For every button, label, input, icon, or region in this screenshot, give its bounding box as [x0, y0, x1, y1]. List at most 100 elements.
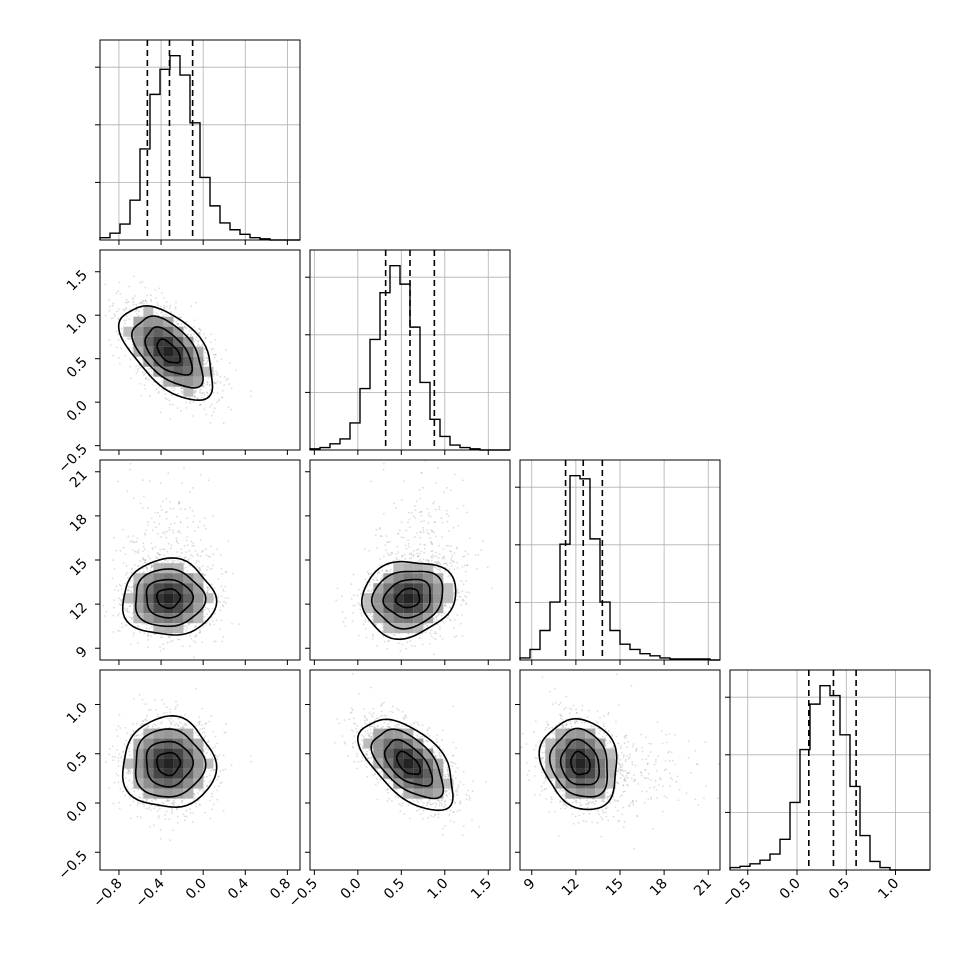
sample-point — [136, 815, 139, 818]
sample-point — [170, 311, 172, 314]
sample-point — [212, 391, 215, 394]
sample-point — [136, 369, 139, 372]
sample-point — [128, 585, 131, 588]
sample-point — [165, 305, 168, 308]
sample-point — [141, 301, 143, 304]
sample-point — [213, 407, 216, 410]
sample-point — [172, 507, 175, 510]
sample-point — [119, 549, 122, 552]
sample-point — [404, 544, 407, 547]
sample-point — [109, 344, 112, 347]
sample-point — [352, 612, 354, 614]
sample-point — [189, 402, 192, 405]
sample-point — [214, 353, 217, 356]
sample-point — [137, 788, 140, 791]
scatter-panel-0-3 — [95, 669, 301, 875]
sample-point — [117, 333, 119, 335]
sample-point — [168, 558, 171, 561]
sample-point — [205, 413, 208, 416]
sample-point — [417, 555, 420, 557]
sample-point — [185, 539, 188, 542]
sample-point — [199, 630, 202, 633]
sample-point — [228, 383, 230, 386]
sample-point — [213, 382, 216, 384]
sample-point — [207, 359, 210, 362]
sample-point — [105, 611, 108, 613]
sample-point — [135, 305, 138, 308]
sample-point — [422, 486, 424, 489]
sample-point — [461, 614, 464, 616]
sample-point — [171, 394, 174, 396]
sample-point — [104, 283, 107, 286]
sample-point — [381, 630, 384, 633]
sample-point — [404, 557, 407, 560]
sample-point — [160, 505, 162, 508]
sample-point — [149, 367, 152, 370]
sample-point — [203, 356, 206, 359]
panel-frame — [99, 39, 301, 241]
sample-point — [138, 549, 140, 551]
sample-point — [422, 529, 425, 532]
sample-point — [168, 636, 171, 639]
sample-point — [194, 391, 197, 394]
sample-point — [429, 540, 432, 543]
sample-point — [455, 635, 458, 637]
sample-point — [113, 568, 116, 570]
sample-point — [102, 604, 105, 607]
density-cell — [443, 593, 454, 604]
sample-point — [463, 599, 465, 602]
sample-point — [212, 553, 215, 556]
sample-point — [207, 566, 209, 568]
sample-point — [463, 564, 466, 567]
density-cell — [163, 346, 174, 357]
sample-point — [351, 620, 354, 622]
density-cell — [153, 356, 164, 367]
sample-point — [173, 560, 176, 562]
sample-point — [151, 547, 154, 550]
sample-point — [150, 370, 153, 372]
density-cell — [123, 593, 134, 604]
sample-point — [335, 599, 338, 602]
sample-point — [423, 551, 426, 554]
sample-point — [431, 531, 433, 533]
histogram-panel-1 — [305, 249, 511, 455]
sample-point — [250, 395, 253, 398]
density-cell — [413, 563, 424, 574]
sample-point — [448, 550, 451, 552]
sample-point — [188, 329, 191, 332]
density-cell — [393, 573, 404, 584]
sample-point — [147, 368, 150, 370]
sample-point — [379, 578, 382, 581]
sample-point — [181, 482, 184, 484]
sample-point — [199, 473, 202, 476]
sample-point — [466, 564, 469, 566]
sample-point — [369, 590, 372, 593]
sample-point — [212, 564, 215, 566]
sample-point — [451, 554, 454, 557]
sample-point — [405, 529, 408, 532]
sample-point — [224, 570, 227, 573]
sample-point — [144, 561, 146, 564]
sample-point — [209, 555, 211, 558]
contour-level-1 — [145, 578, 194, 619]
sample-point — [196, 553, 199, 555]
sample-point — [136, 550, 139, 553]
contour-level-3 — [360, 560, 457, 641]
sample-point — [142, 558, 145, 561]
sample-point — [173, 389, 175, 392]
sample-point — [135, 309, 138, 311]
sample-point — [136, 537, 139, 540]
sample-point — [123, 582, 126, 585]
sample-point — [456, 562, 459, 564]
sample-point — [436, 568, 439, 571]
sample-point — [158, 554, 161, 557]
sample-point — [433, 637, 435, 639]
sample-point — [463, 595, 466, 598]
sample-point — [156, 557, 159, 559]
sample-point — [170, 523, 172, 526]
sample-point — [159, 411, 162, 414]
sample-point — [453, 561, 455, 564]
sample-point — [128, 769, 130, 772]
sample-point — [200, 329, 202, 332]
sample-point — [437, 466, 440, 469]
